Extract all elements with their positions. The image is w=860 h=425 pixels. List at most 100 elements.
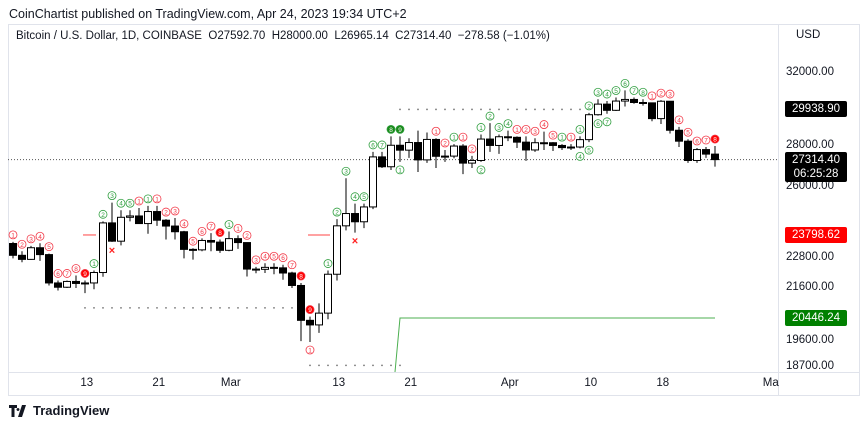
candle-body — [90, 272, 98, 284]
support-dot — [246, 306, 248, 309]
legend-close: C27314.40 — [395, 30, 452, 42]
support-dot — [552, 108, 554, 111]
candle-body — [360, 206, 368, 223]
td-count-marker — [260, 251, 270, 261]
support-dot — [192, 306, 194, 309]
support-dot — [129, 306, 131, 309]
price-tick-label: 21600.00 — [786, 280, 834, 293]
support-dot — [471, 108, 473, 111]
td-count-marker — [512, 124, 522, 134]
td-count-marker — [53, 269, 63, 278]
candle-body — [468, 159, 476, 164]
td-count-marker — [197, 226, 207, 236]
td-count-label: 7 — [380, 142, 384, 149]
td-count-marker — [656, 88, 666, 98]
tradingview-logo[interactable]: TradingView — [9, 403, 109, 418]
candle-body — [567, 146, 575, 149]
candle-body — [540, 142, 548, 145]
publisher-caption: CoinChartist published on TradingView.co… — [9, 7, 407, 21]
td-count-label: 1 — [578, 127, 582, 134]
candle-body — [495, 136, 503, 146]
td-count-marker — [710, 134, 720, 144]
td-count-marker — [683, 127, 693, 137]
td-count-marker — [368, 140, 378, 150]
td-count-marker — [359, 192, 369, 202]
time-axis-divider — [8, 372, 860, 373]
td-count-marker — [269, 251, 279, 261]
td-count-label: 4 — [119, 201, 123, 208]
candle-body — [450, 145, 458, 157]
support-dot — [282, 306, 284, 309]
candle-body — [387, 144, 395, 168]
candle-body — [414, 142, 422, 161]
candle-body — [405, 142, 413, 151]
time-tick-label: Ma — [762, 377, 779, 389]
td-count-marker — [242, 230, 252, 240]
td-count-label: 5 — [587, 148, 591, 155]
td-count-label: 6 — [281, 255, 285, 262]
td-count-marker — [485, 111, 495, 121]
support-dot — [444, 108, 446, 111]
td-count-label: 1 — [560, 135, 564, 142]
td-count-marker — [278, 253, 288, 263]
time-tick-label: Apr — [500, 377, 519, 389]
td-count-label: 5 — [47, 244, 51, 251]
candle-body — [117, 216, 125, 242]
td-count-marker — [71, 264, 81, 273]
td-count-marker — [395, 165, 405, 175]
candle-body — [315, 312, 323, 326]
td-count-marker — [638, 87, 648, 97]
td-count-marker — [116, 198, 126, 208]
support-dot — [84, 306, 86, 309]
td-count-label: 1 — [569, 135, 573, 142]
td-count-label: 4 — [353, 194, 357, 201]
td-count-label: 2 — [524, 127, 528, 134]
td-count-marker — [305, 305, 315, 314]
candle-body — [207, 239, 215, 243]
support-dot — [363, 364, 365, 367]
support-dot — [174, 306, 176, 309]
td-count-label: 3 — [254, 257, 258, 264]
candle-body — [693, 149, 701, 161]
candle-body — [351, 213, 359, 223]
candle-body — [108, 222, 116, 242]
td-count-label: 2 — [488, 114, 492, 121]
support-dot — [327, 364, 329, 367]
td-count-marker — [665, 89, 675, 99]
td-count-label: 3 — [110, 193, 114, 200]
candle-body — [261, 266, 269, 270]
support-dot — [210, 306, 212, 309]
td-count-marker — [215, 228, 225, 237]
time-tick-label: 21 — [152, 377, 166, 389]
currency-label[interactable]: USD — [796, 29, 821, 41]
td-count-label: 5 — [128, 201, 132, 208]
td-count-marker — [602, 89, 612, 99]
candle-body — [234, 238, 242, 244]
time-tick-label: Mar — [220, 377, 241, 389]
price-badge: 20446.24 — [785, 310, 847, 327]
legend-high: H28000.00 — [271, 30, 328, 42]
time-tick-label: 21 — [404, 377, 418, 389]
td-count-marker — [395, 124, 405, 134]
support-dot — [354, 364, 356, 367]
price-badge: 29938.90 — [785, 101, 847, 118]
candle-body — [99, 222, 107, 274]
td-count-label: 6 — [371, 142, 375, 149]
candle-body — [270, 266, 278, 269]
td-count-label: 2 — [335, 210, 339, 217]
support-dot — [390, 364, 392, 367]
support-dot — [345, 364, 347, 367]
support-dot — [228, 306, 230, 309]
candle-body — [225, 238, 233, 251]
candle-body — [639, 101, 647, 104]
support-dot — [435, 108, 437, 111]
candle-body — [666, 100, 674, 131]
td-count-label: 8 — [74, 266, 78, 273]
td-count-label: 4 — [182, 221, 186, 228]
td-count-marker — [593, 119, 603, 129]
time-tick-label: 18 — [656, 377, 670, 389]
td-count-label: 4 — [677, 117, 681, 124]
td-count-marker — [206, 221, 216, 231]
td-count-label: 5 — [272, 254, 276, 261]
